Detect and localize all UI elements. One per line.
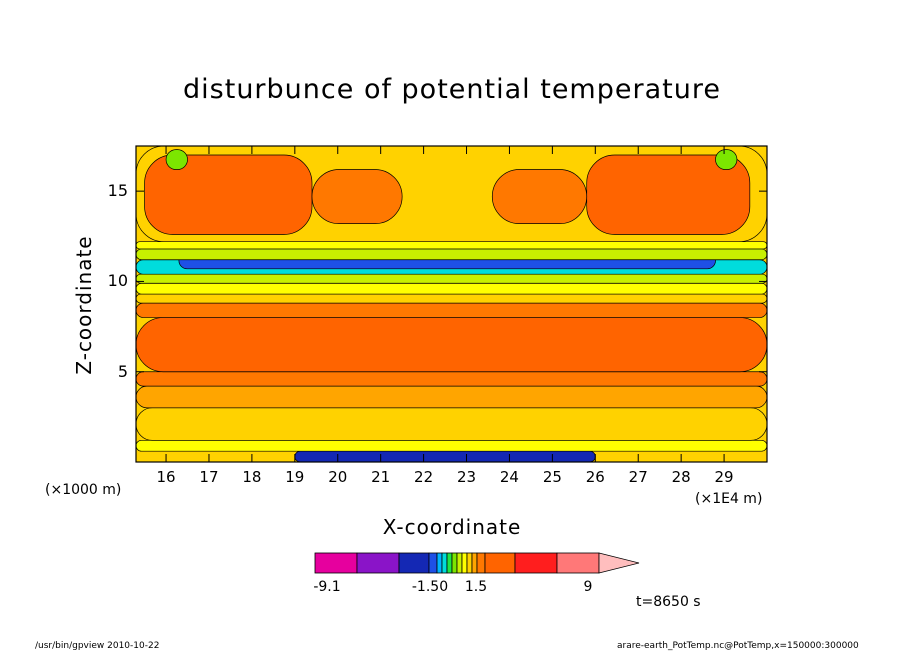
x-tick-label: 26 (585, 468, 605, 486)
x-tick-label: 18 (242, 468, 262, 486)
colorbar-segment (441, 552, 448, 574)
y-tick-label: 15 (107, 181, 128, 201)
time-label: t=8650 s (636, 594, 701, 610)
colorbar-tick-label: -9.1 (313, 579, 341, 595)
colorbar-segment (314, 552, 358, 574)
x-tick-label: 28 (671, 468, 691, 486)
contour-band (136, 407, 767, 441)
contour-band (136, 371, 767, 387)
contour-band (294, 450, 596, 462)
contour-band (165, 149, 188, 170)
contour-band (136, 302, 767, 318)
colorbar-segment (398, 552, 430, 574)
x-tick-label: 22 (414, 468, 434, 486)
x-tick-label: 19 (285, 468, 305, 486)
footer-program-date: /usr/bin/gpview 2010-10-22 (35, 641, 160, 651)
chart-title: disturbunce of potential temperature (183, 74, 721, 105)
contour-band (136, 317, 767, 373)
colorbar-segment (446, 552, 453, 574)
contour-band (715, 149, 738, 170)
y-tick-label: 10 (107, 271, 128, 291)
contour-band (136, 241, 767, 250)
x-unit-note: (×1E4 m) (695, 491, 763, 507)
contour-band (136, 293, 767, 304)
y-unit-note: (×1000 m) (45, 482, 122, 498)
colorbar-segment (484, 552, 516, 574)
colorbar-segment (456, 552, 463, 574)
contour-band (136, 282, 767, 295)
colorbar-segment (428, 552, 438, 574)
contour-band (136, 439, 767, 452)
colorbar-segment (436, 552, 443, 574)
x-tick-label: 29 (714, 468, 734, 486)
contour-band (491, 169, 588, 224)
colorbar-segment (461, 552, 468, 574)
colorbar-tick-label: -1.50 (411, 579, 449, 595)
footer-data-source: arare-earth_PotTemp.nc@PotTemp,x=150000:… (617, 641, 859, 651)
colorbar-segment (514, 552, 558, 574)
x-tick-label: 25 (542, 468, 562, 486)
x-axis-label: X-coordinate (382, 515, 522, 539)
colorbar-arrow (598, 552, 640, 574)
colorbar-segment (556, 552, 600, 574)
contour-band (136, 385, 767, 409)
colorbar-segment (466, 552, 473, 574)
x-tick-label: 27 (628, 468, 648, 486)
contour-band (136, 248, 767, 261)
x-tick-label: 17 (199, 468, 219, 486)
plot-frame (135, 145, 768, 463)
colorbar-tick-label: 9 (583, 579, 593, 595)
colorbar-tick-label: 1.5 (464, 579, 488, 595)
colorbar-segment (476, 552, 486, 574)
x-tick-label: 21 (371, 468, 391, 486)
colorbar-segment (471, 552, 478, 574)
colorbar-segment (356, 552, 400, 574)
y-tick-label: 5 (117, 361, 128, 381)
contour-band (136, 273, 767, 284)
x-tick-label: 24 (499, 468, 519, 486)
x-tick-label: 23 (456, 468, 477, 486)
contour-band (311, 169, 403, 224)
x-tick-label: 16 (156, 468, 176, 486)
colorbar-segment (451, 552, 458, 574)
x-tick-label: 20 (328, 468, 348, 486)
